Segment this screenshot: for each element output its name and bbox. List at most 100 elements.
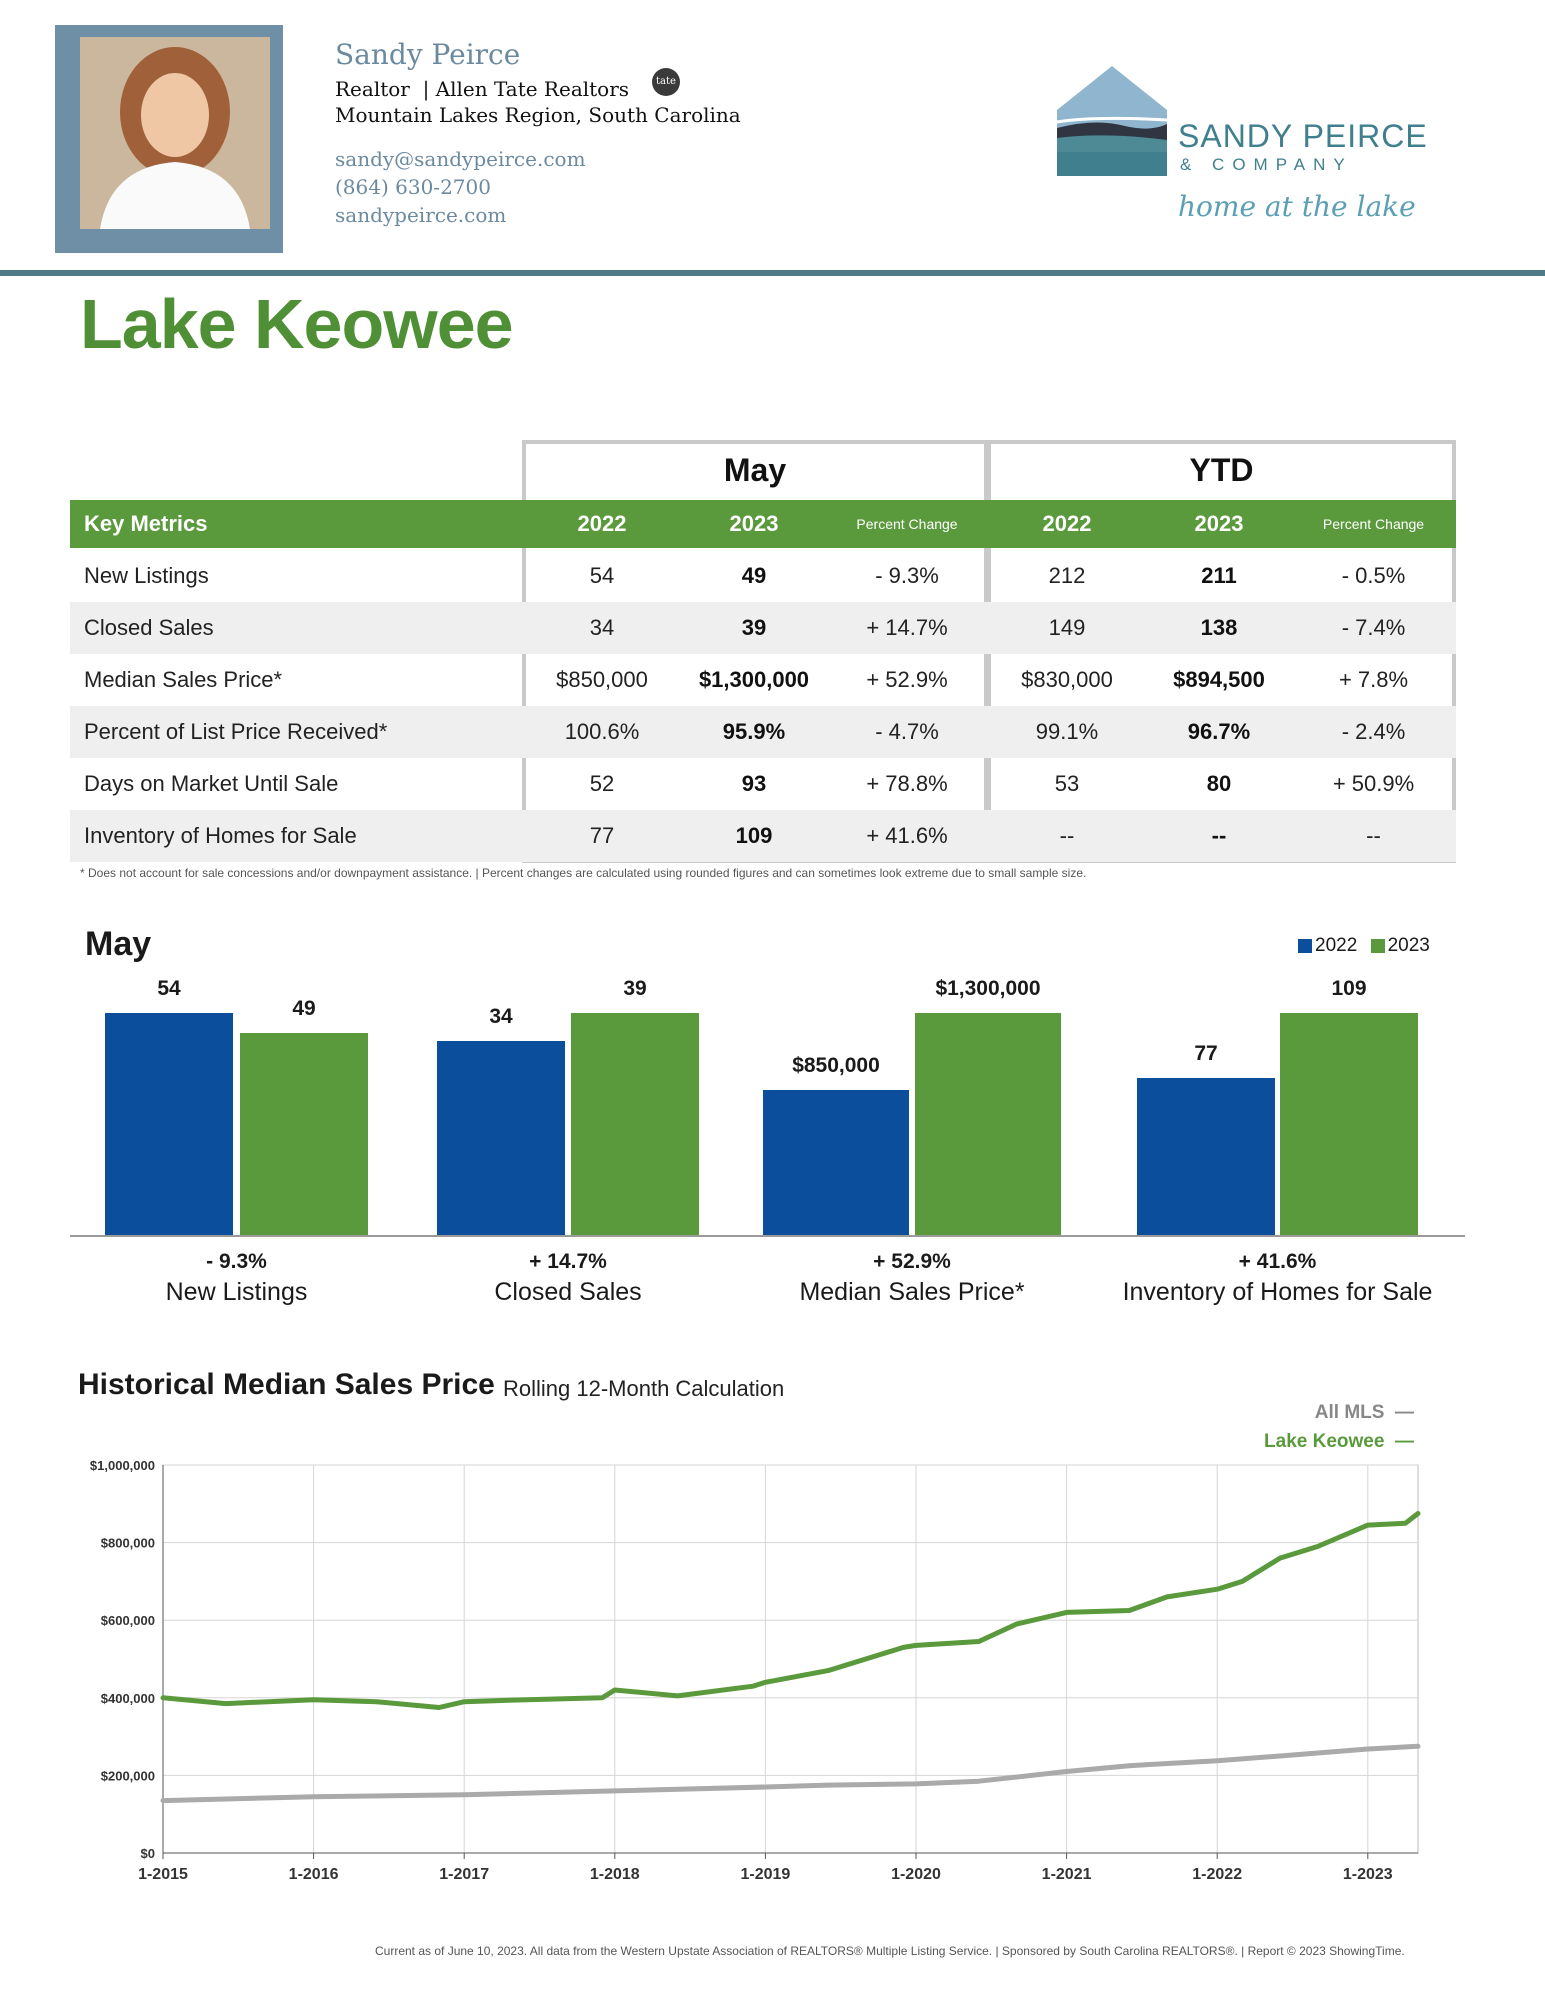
header-may-2022: 2022 [577,511,627,536]
group-header-ytd: YTD [1189,452,1254,488]
historical-line-chart: $0 $200,000 $400,000 $600,000 $800,000 $1,000… [90,1458,1421,1883]
table-cell-ytd-pct: - 2.4% [1341,719,1406,744]
table-row: New Listings 54 49 - 9.3% 212 211 - 0.5% [70,550,1456,602]
x-tick-label: 1-2019 [740,1866,790,1883]
table-cell-may22: $850,000 [556,667,648,692]
legend-swatch-2022 [1298,938,1312,953]
table-cell-ytd-pct: + 50.9% [1332,771,1415,796]
table-cell-label: Closed Sales [84,615,214,640]
table-cell-ytd23: $894,500 [1173,667,1265,692]
bar-2022 [1137,1078,1275,1235]
table-cell-ytd23: -- [1211,823,1227,848]
table-cell-ytd22: -- [1059,823,1075,848]
x-tick-label: 1-2016 [289,1866,339,1883]
legend-2023: 2023 [1387,935,1430,956]
bar-2022 [763,1089,909,1235]
brand-name: SANDY PEIRCE [1178,118,1428,154]
header-ytd-2023: 2023 [1194,511,1244,536]
bar-value-label: 39 [623,976,647,1000]
header-ytd-2022: 2022 [1042,511,1092,536]
table-cell-may-pct: + 14.7% [866,615,948,640]
table-row: Closed Sales 34 39 + 14.7% 149 138 - 7.4% [70,602,1456,654]
bar-value-label: 54 [157,976,181,1000]
table-cell-ytd-pct: - 7.4% [1341,615,1406,640]
header-divider [0,270,1545,276]
table-cell-may23: 95.9% [722,719,786,744]
agent-email[interactable]: sandy@sandypeirce.com [335,147,586,171]
table-cell-label: Median Sales Price* [84,667,283,692]
table-cell-ytd-pct: -- [1366,823,1381,848]
table-cell-may22: 34 [589,615,615,640]
agent-phone[interactable]: (864) 630-2700 [335,175,491,199]
table-cell-label: Days on Market Until Sale [84,771,339,796]
x-tick-label: 1-2023 [1343,1866,1393,1883]
category-label: New Listings [165,1278,308,1306]
bar-2023 [240,1033,368,1235]
tate-logo-badge: tate [652,68,680,96]
table-cell-ytd22: 53 [1054,771,1080,796]
bar-2022 [105,1012,233,1235]
legend-all-mls-label: All MLS [1314,1402,1385,1423]
table-cell-may-pct: - 9.3% [875,563,939,588]
header-may-pct: Percent Change [856,516,958,532]
table-cell-label: Percent of List Price Received* [84,719,388,744]
legend-lake-keowee: Lake Keowee — [1264,1431,1414,1452]
agent-company: Allen Tate Realtors [435,77,630,101]
table-cell-ytd23: 96.7% [1187,719,1251,744]
bar-chart-baseline [70,1235,1465,1237]
bar-value-label: 109 [1331,976,1367,1000]
category-label: Closed Sales [494,1278,642,1306]
historical-chart-title: Historical Median Sales Price [78,1368,495,1401]
table-cell-ytd23: 138 [1200,615,1238,640]
category-pct-change: + 52.9% [873,1250,951,1273]
table-cell-label: Inventory of Homes for Sale [84,823,357,848]
brand-logo [1055,60,1170,185]
table-cell-ytd22: 99.1% [1035,719,1099,744]
bar-value-label: $850,000 [792,1053,880,1077]
historical-chart-subtitle: Rolling 12-Month Calculation [503,1376,785,1401]
group-header-may: May [723,452,787,488]
y-tick-label: $400,000 [101,1691,155,1706]
table-header-bar [70,500,1456,548]
series-line-all-mls [160,1743,1421,1804]
table-row: Inventory of Homes for Sale 77 109 + 41.6% -… [70,810,1456,862]
table-row: Percent of List Price Received* 100.6% 95.… [70,706,1456,758]
y-tick-label: $600,000 [101,1613,155,1628]
header-ytd-pct: Percent Change [1322,516,1425,532]
table-cell-may23: 39 [741,615,767,640]
bar-2023 [915,1012,1061,1235]
x-tick-label: 1-2022 [1192,1866,1242,1883]
bar-chart-legend: 2022 2023 [1290,935,1430,957]
agent-title: Realtor | Allen Tate Realtors [335,77,630,101]
table-cell-ytd-pct: - 0.5% [1341,563,1406,588]
table-footnote: * Does not account for sale concessions … [80,866,1087,880]
x-tick-label: 1-2020 [891,1866,941,1883]
table-cell-may-pct: - 4.7% [875,719,939,744]
bar-2023 [571,1012,699,1235]
page-title: Lake Keowee [80,285,514,363]
x-tick-label: 1-2021 [1042,1866,1092,1883]
x-tick-label: 1-2017 [439,1866,489,1883]
agent-role: Realtor [335,77,410,101]
table-cell-may22: 100.6% [564,719,640,744]
table-cell-may23: 109 [735,823,773,848]
legend-2022: 2022 [1315,935,1358,956]
table-cell-may-pct: + 52.9% [866,667,948,692]
table-cell-may22: 52 [589,771,615,796]
agent-region: Mountain Lakes Region, South Carolina [335,103,741,127]
bar-value-label: 34 [489,1005,513,1029]
bar-2022 [437,1041,565,1235]
table-cell-may23: 93 [741,771,767,796]
table-cell-may-pct: + 78.8% [866,771,948,796]
agent-photo [80,37,270,229]
bar-2023 [1280,1012,1418,1235]
source-note: Current as of June 10, 2023. All data fr… [375,1944,1405,1958]
table-cell-ytd22: $830,000 [1021,667,1113,692]
table-cell-ytd23: 211 [1201,563,1237,588]
x-tick-label: 1-2015 [138,1866,188,1883]
table-cell-label: New Listings [84,563,209,588]
table-cell-may22: 54 [589,563,615,588]
bar-value-label: $1,300,000 [935,976,1041,1000]
agent-website[interactable]: sandypeirce.com [335,203,507,227]
table-cell-may-pct: + 41.6% [866,823,948,848]
